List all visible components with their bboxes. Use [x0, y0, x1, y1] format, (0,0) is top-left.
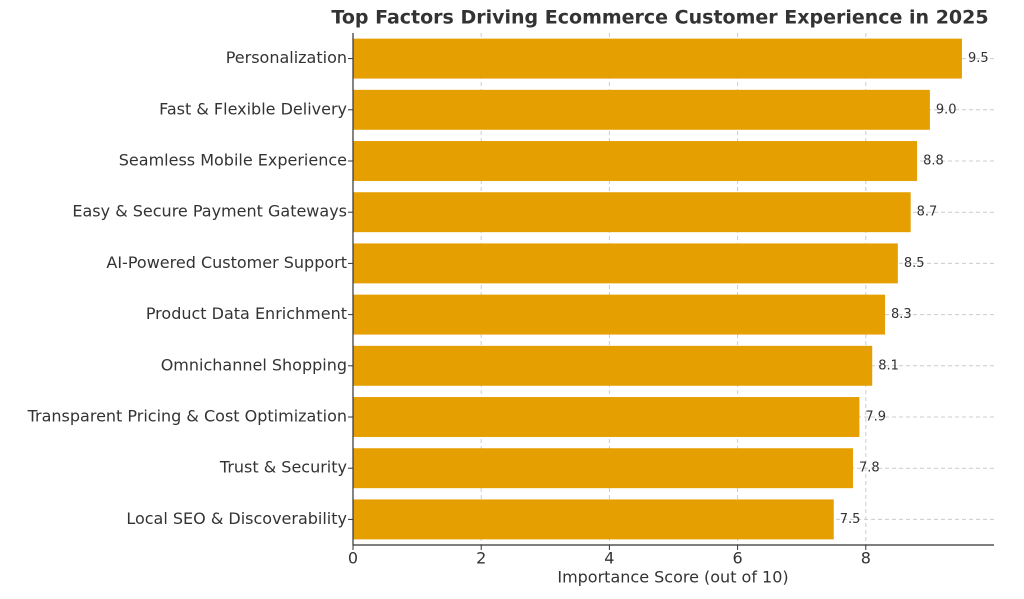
bar [353, 141, 918, 181]
value-label: 7.9 [865, 410, 886, 425]
bar [353, 192, 911, 233]
y-tick-label: Trust & Security [219, 458, 347, 477]
chart-title: Top Factors Driving Ecommerce Customer E… [331, 7, 988, 29]
y-tick-label: Fast & Flexible Delivery [159, 99, 347, 118]
y-tick-label: Omnichannel Shopping [161, 355, 347, 374]
value-label: 9.0 [936, 102, 957, 117]
x-tick-label: 8 [861, 549, 871, 568]
value-label: 7.8 [859, 461, 880, 476]
x-tick-label: 6 [733, 549, 743, 568]
value-label: 7.5 [840, 512, 861, 527]
bar [353, 499, 834, 540]
value-label: 9.5 [968, 51, 989, 66]
bar [353, 89, 930, 130]
x-tick-label: 2 [476, 549, 486, 568]
bar [353, 294, 886, 335]
y-tick-label: Seamless Mobile Experience [119, 151, 347, 170]
bar [353, 243, 898, 284]
y-tick-label: Personalization [226, 48, 347, 67]
x-axis-label: Importance Score (out of 10) [557, 568, 788, 587]
y-tick-label: Product Data Enrichment [146, 304, 347, 323]
y-tick-label: Easy & Secure Payment Gateways [72, 202, 347, 221]
x-tick-label: 0 [348, 549, 358, 568]
bar [353, 448, 853, 489]
x-tick-label: 4 [604, 549, 614, 568]
value-label: 8.5 [904, 256, 925, 271]
bar [353, 397, 860, 437]
value-label: 8.1 [878, 358, 899, 373]
value-label: 8.8 [923, 154, 944, 169]
y-tick-label: Local SEO & Discoverability [126, 509, 347, 528]
bar [353, 345, 873, 386]
value-label: 8.7 [917, 205, 938, 220]
value-label: 8.3 [891, 307, 912, 322]
y-tick-label: AI-Powered Customer Support [106, 253, 347, 272]
bar [353, 38, 962, 79]
y-tick-label: Transparent Pricing & Cost Optimization [27, 407, 347, 426]
